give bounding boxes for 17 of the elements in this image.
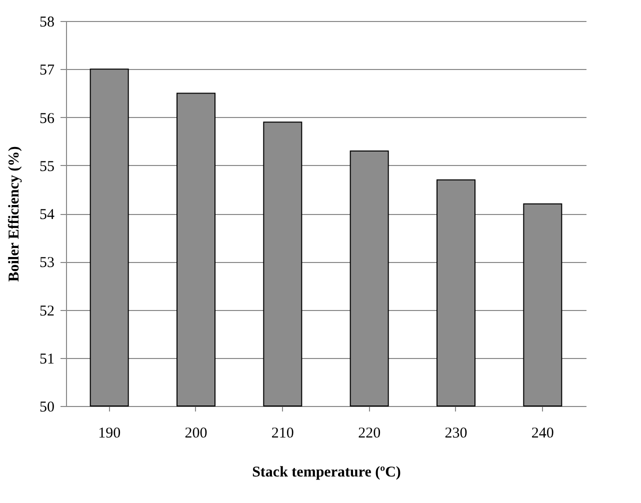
y-axis-title: Boiler Efficiency (%) bbox=[6, 146, 22, 282]
x-tick-label: 240 bbox=[531, 426, 554, 442]
x-tick-label: 190 bbox=[98, 426, 121, 442]
y-tick-label: 55 bbox=[40, 158, 54, 175]
x-axis-title: Stack temperature (ºC) bbox=[252, 464, 401, 480]
y-tick-label: 53 bbox=[40, 255, 54, 272]
x-tick-label: 220 bbox=[358, 426, 381, 442]
x-tick-label: 200 bbox=[184, 426, 208, 442]
x-tick-label: 210 bbox=[271, 426, 294, 442]
y-tick-label: 58 bbox=[40, 14, 54, 30]
y-tick-label: 54 bbox=[40, 207, 55, 223]
x-tick-label: 230 bbox=[444, 426, 468, 442]
y-tick-label: 50 bbox=[40, 400, 54, 416]
y-tick-label: 56 bbox=[40, 110, 55, 127]
y-tick-label: 51 bbox=[40, 351, 54, 368]
y-tick-label: 57 bbox=[40, 62, 55, 79]
y-tick-label: 52 bbox=[40, 303, 54, 320]
